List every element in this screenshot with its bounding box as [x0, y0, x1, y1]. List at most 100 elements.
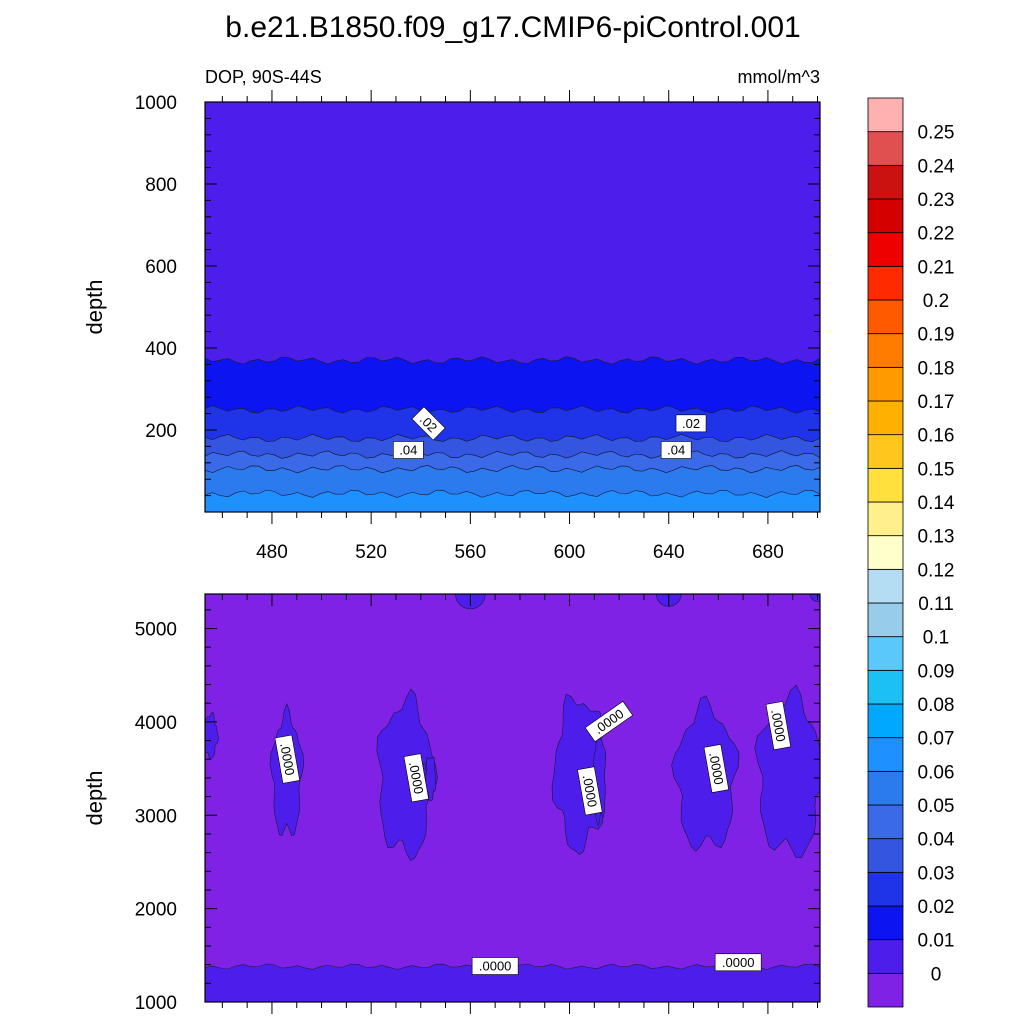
contour-label-text: .04 — [667, 443, 685, 458]
upper-y-axis-label: depth — [82, 279, 107, 334]
lower-y-axis-label: depth — [82, 770, 107, 825]
colorbar-swatch — [867, 164, 904, 200]
colorbar-swatch — [867, 602, 904, 638]
y-tick-label: 1000 — [135, 993, 177, 1014]
colorbar-level-label: 0.14 — [918, 493, 955, 514]
contour-label-text: .0000 — [706, 751, 726, 786]
lower-plot-area: .0000.0000.0000.0000.0000.0000.0000.0000 — [205, 594, 820, 1002]
colorbar-swatch — [867, 501, 904, 537]
colorbar-level-label: 0.25 — [918, 123, 955, 144]
x-tick-label: 640 — [653, 542, 685, 563]
colorbar-swatch — [867, 972, 904, 1008]
upper-plot-area: .04 .04 .02 .02 — [205, 102, 820, 512]
colorbar-level-label: 0.23 — [918, 190, 955, 211]
colorbar-swatch — [867, 265, 904, 301]
contour-label: .0000 — [703, 744, 730, 793]
colorbar-level-label: 0.05 — [918, 796, 955, 817]
contour-label: .0000 — [714, 953, 762, 972]
contour-patch — [671, 695, 740, 852]
colorbar-swatch — [867, 838, 904, 873]
contour-band — [205, 356, 820, 414]
colorbar-swatch — [867, 97, 904, 133]
plot-frame — [204, 101, 821, 513]
x-tick-label: 680 — [752, 542, 784, 563]
colorbar-swatch — [867, 703, 904, 739]
colorbar-level-label: 0.21 — [918, 257, 955, 278]
colorbar-swatch — [867, 467, 904, 503]
y-tick-label: 1000 — [135, 93, 177, 114]
contour-patch — [425, 756, 437, 802]
y-tick-label: 200 — [145, 421, 177, 442]
contour-label-text: .0000 — [277, 742, 297, 777]
y-tick-label: 400 — [145, 339, 177, 360]
colorbar-level-label: 0.15 — [918, 459, 955, 480]
colorbar-level-label: 0.11 — [918, 594, 954, 615]
colorbar-level-label: 0.18 — [918, 358, 955, 379]
y-tick-label: 4000 — [135, 713, 177, 734]
contour-label-text: .0000 — [580, 774, 600, 809]
contour-band — [205, 963, 820, 1002]
colorbar-level-label: 0 — [931, 964, 942, 985]
lower-axes: 1000 2000 3000 4000 5000 — [135, 593, 821, 1014]
contour-label: .02 — [675, 414, 707, 433]
contour-label: .0000 — [577, 766, 603, 816]
contour-label-text: .0000 — [768, 708, 788, 743]
chart-title: b.e21.B1850.f09_g17.CMIP6-piControl.001 — [225, 11, 800, 44]
colorbar-level-label: 0.13 — [918, 527, 955, 548]
colorbar-level-label: 0.04 — [918, 830, 955, 851]
colorbar-level-label: 0.12 — [918, 560, 955, 581]
colorbar-swatch — [867, 198, 904, 234]
colorbar-swatch — [867, 939, 904, 974]
contour-label-text: .0000 — [406, 761, 426, 796]
contour-label-text: .0000 — [722, 955, 755, 970]
colorbar-swatch — [867, 434, 904, 469]
colorbar-swatch — [867, 636, 904, 671]
colorbar-level-label: 0.06 — [918, 762, 955, 783]
upper-subtitle-left: DOP, 90S-44S — [205, 67, 322, 87]
y-tick-label: 3000 — [135, 806, 177, 827]
contour-label: .0000 — [471, 957, 519, 975]
colorbar-level-label: 0.08 — [918, 695, 955, 716]
x-tick-label: 600 — [554, 542, 586, 563]
colorbar-swatch — [867, 333, 904, 368]
colorbar-swatch — [867, 804, 904, 840]
x-tick-label: 560 — [454, 542, 486, 563]
contour-label: .02 — [411, 406, 446, 441]
colorbar-swatch — [867, 669, 904, 705]
colorbar-level-label: 0.07 — [918, 729, 955, 750]
contour-label-text: .02 — [682, 416, 700, 431]
contour-label: .04 — [393, 441, 424, 459]
y-tick-label: 600 — [145, 257, 177, 278]
x-tick-label: 520 — [355, 542, 387, 563]
colorbar-swatch — [867, 299, 904, 335]
colorbar-legend: 0 0.01 0.02 0.03 0.04 0.05 0.06 0.07 0.08 0.09 0.1… — [867, 97, 955, 1008]
colorbar-swatch — [867, 366, 904, 402]
y-tick-label: 800 — [145, 175, 177, 196]
colorbar-level-label: 0.01 — [918, 931, 955, 952]
colorbar-level-label: 0.16 — [918, 426, 955, 447]
colorbar-swatch — [867, 871, 904, 907]
contour-label: .0000 — [403, 753, 429, 803]
y-tick-label: 5000 — [135, 620, 177, 641]
colorbar-swatch — [867, 535, 904, 570]
colorbar-level-label: 0.2 — [923, 291, 949, 312]
lower-panel: depth .0000 .0000 .0000 .0000 .0000 .0000 .000… — [82, 593, 821, 1014]
upper-subtitle-right: mmol/m^3 — [738, 67, 820, 87]
colorbar-swatch — [867, 737, 904, 772]
colorbar-swatch — [867, 905, 904, 941]
upper-axes: 200 400 600 800 1000 480 520 560 600 640 680 — [135, 90, 821, 563]
contour-label-text: .0000 — [479, 959, 512, 974]
plot-frame — [204, 593, 821, 1003]
colorbar-level-label: 0.1 — [923, 628, 949, 649]
contour-band — [205, 490, 820, 512]
contour-label-text: .04 — [399, 443, 417, 458]
contour-label: .04 — [660, 441, 692, 459]
colorbar-swatch — [867, 131, 904, 166]
y-tick-label: 2000 — [135, 900, 177, 921]
colorbar-swatch — [867, 770, 904, 806]
contour-label: .0000 — [765, 701, 792, 751]
colorbar-swatch — [867, 568, 904, 604]
contour-label: .0000 — [274, 734, 301, 784]
